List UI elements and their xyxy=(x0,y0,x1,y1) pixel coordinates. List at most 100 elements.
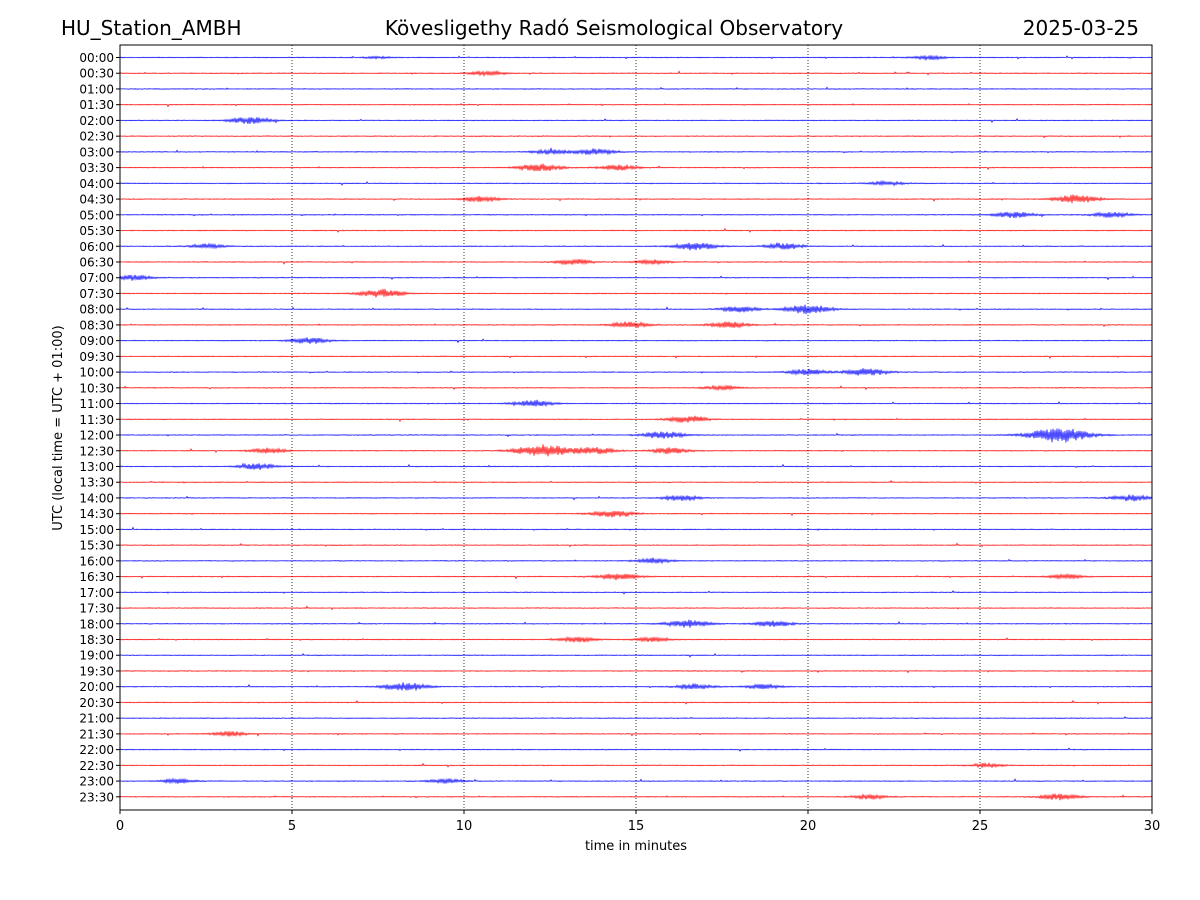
trace-1400 xyxy=(119,494,1153,502)
trace-0130 xyxy=(119,103,1153,108)
trace-0100 xyxy=(119,86,1153,91)
y-axis-label: UTC (local time = UTC + 01:00) xyxy=(51,325,66,530)
y-tick-label: 04:30 xyxy=(79,193,114,207)
y-tick-label: 15:00 xyxy=(79,523,114,537)
y-tick-label: 23:00 xyxy=(79,775,114,789)
x-tick-label: 0 xyxy=(116,819,124,834)
y-tick-label: 17:00 xyxy=(79,586,114,600)
y-tick-label: 20:00 xyxy=(79,680,114,694)
y-tick-label: 00:30 xyxy=(79,67,114,81)
trace-0830 xyxy=(119,321,1153,329)
date-title: 2025-03-25 xyxy=(1022,16,1139,40)
trace-2130 xyxy=(119,730,1153,737)
y-tick-label: 05:00 xyxy=(79,208,114,222)
y-tick-label: 20:30 xyxy=(79,696,114,710)
trace-1300 xyxy=(119,462,1153,471)
trace-1700 xyxy=(119,590,1153,595)
trace-0030 xyxy=(119,69,1153,78)
trace-0600 xyxy=(119,242,1153,251)
trace-0700 xyxy=(119,274,1153,281)
y-tick-label: 07:30 xyxy=(79,287,114,301)
y-tick-label: 18:30 xyxy=(79,633,114,647)
station-title: HU_Station_AMBH xyxy=(61,16,242,40)
y-tick-label: 11:30 xyxy=(79,413,114,427)
y-tick-label: 18:00 xyxy=(79,617,114,631)
y-tick-label: 02:00 xyxy=(79,114,114,128)
trace-1030 xyxy=(119,384,1153,392)
trace-0930 xyxy=(119,355,1153,360)
y-tick-label: 19:30 xyxy=(79,664,114,678)
y-tick-label: 08:30 xyxy=(79,318,114,332)
x-tick-label: 20 xyxy=(800,819,817,834)
trace-1800 xyxy=(119,619,1153,628)
y-tick-label: 09:30 xyxy=(79,350,114,364)
trace-1130 xyxy=(119,415,1153,423)
y-tick-label: 12:00 xyxy=(79,429,114,443)
y-tick-label: 10:00 xyxy=(79,366,114,380)
trace-0230 xyxy=(119,135,1153,139)
y-tick-label: 13:30 xyxy=(79,476,114,490)
y-tick-label: 22:00 xyxy=(79,743,114,757)
y-tick-label: 17:30 xyxy=(79,602,114,616)
trace-1530 xyxy=(119,542,1153,548)
trace-0630 xyxy=(119,258,1153,266)
y-tick-label: 06:00 xyxy=(79,240,114,254)
trace-layer xyxy=(119,54,1153,801)
trace-0430 xyxy=(119,194,1153,204)
trace-1500 xyxy=(119,526,1153,531)
trace-0900 xyxy=(119,337,1153,344)
observatory-title: Kövesligethy Radó Seismological Observat… xyxy=(384,16,844,40)
trace-0400 xyxy=(119,179,1153,187)
trace-0300 xyxy=(119,147,1153,156)
y-tick-label: 02:30 xyxy=(79,130,114,144)
y-tick-label: 21:00 xyxy=(79,712,114,726)
x-tick-label: 15 xyxy=(628,819,645,834)
trace-1630 xyxy=(119,572,1153,581)
trace-1600 xyxy=(119,557,1153,565)
y-tick-label: 06:30 xyxy=(79,255,114,269)
y-tick-label: 07:00 xyxy=(79,271,114,285)
y-tick-label: 22:30 xyxy=(79,759,114,773)
trace-0200 xyxy=(119,116,1153,124)
y-tick-label: 03:00 xyxy=(79,145,114,159)
trace-1100 xyxy=(119,399,1153,408)
y-tick-label: 10:30 xyxy=(79,381,114,395)
trace-2300 xyxy=(119,777,1153,785)
y-tick-label: 00:00 xyxy=(79,51,114,65)
x-tick-label: 10 xyxy=(456,819,473,834)
trace-1730 xyxy=(119,605,1153,611)
y-tick-label: 04:00 xyxy=(79,177,114,191)
x-tick-label: 5 xyxy=(288,819,296,834)
trace-0800 xyxy=(119,304,1153,315)
y-tick-label: 05:30 xyxy=(79,224,114,238)
y-tick-label: 16:00 xyxy=(79,554,114,568)
trace-1000 xyxy=(119,368,1153,376)
y-tick-label: 13:00 xyxy=(79,460,114,474)
y-tick-label: 15:30 xyxy=(79,539,114,553)
grid-layer xyxy=(291,45,981,810)
y-tick-label: 21:30 xyxy=(79,727,114,741)
trace-1900 xyxy=(119,653,1153,658)
trace-0500 xyxy=(119,211,1153,219)
trace-2230 xyxy=(119,762,1153,769)
trace-0530 xyxy=(119,227,1153,233)
trace-0000 xyxy=(119,54,1153,62)
trace-0730 xyxy=(119,288,1153,298)
y-tick-label: 14:30 xyxy=(79,507,114,521)
y-tick-label: 08:00 xyxy=(79,303,114,317)
trace-2200 xyxy=(119,747,1153,752)
y-tick-label: 11:00 xyxy=(79,397,114,411)
trace-0330 xyxy=(119,163,1153,172)
y-tick-label: 01:30 xyxy=(79,98,114,112)
x-tick-label: 30 xyxy=(1144,819,1161,834)
trace-1330 xyxy=(119,479,1153,484)
trace-1200 xyxy=(119,428,1153,443)
trace-2330 xyxy=(119,793,1153,801)
y-tick-label: 03:30 xyxy=(79,161,114,175)
trace-1230 xyxy=(119,444,1153,457)
trace-2100 xyxy=(119,716,1153,720)
y-tick-label: 23:30 xyxy=(79,790,114,804)
x-axis-label: time in minutes xyxy=(585,839,687,854)
